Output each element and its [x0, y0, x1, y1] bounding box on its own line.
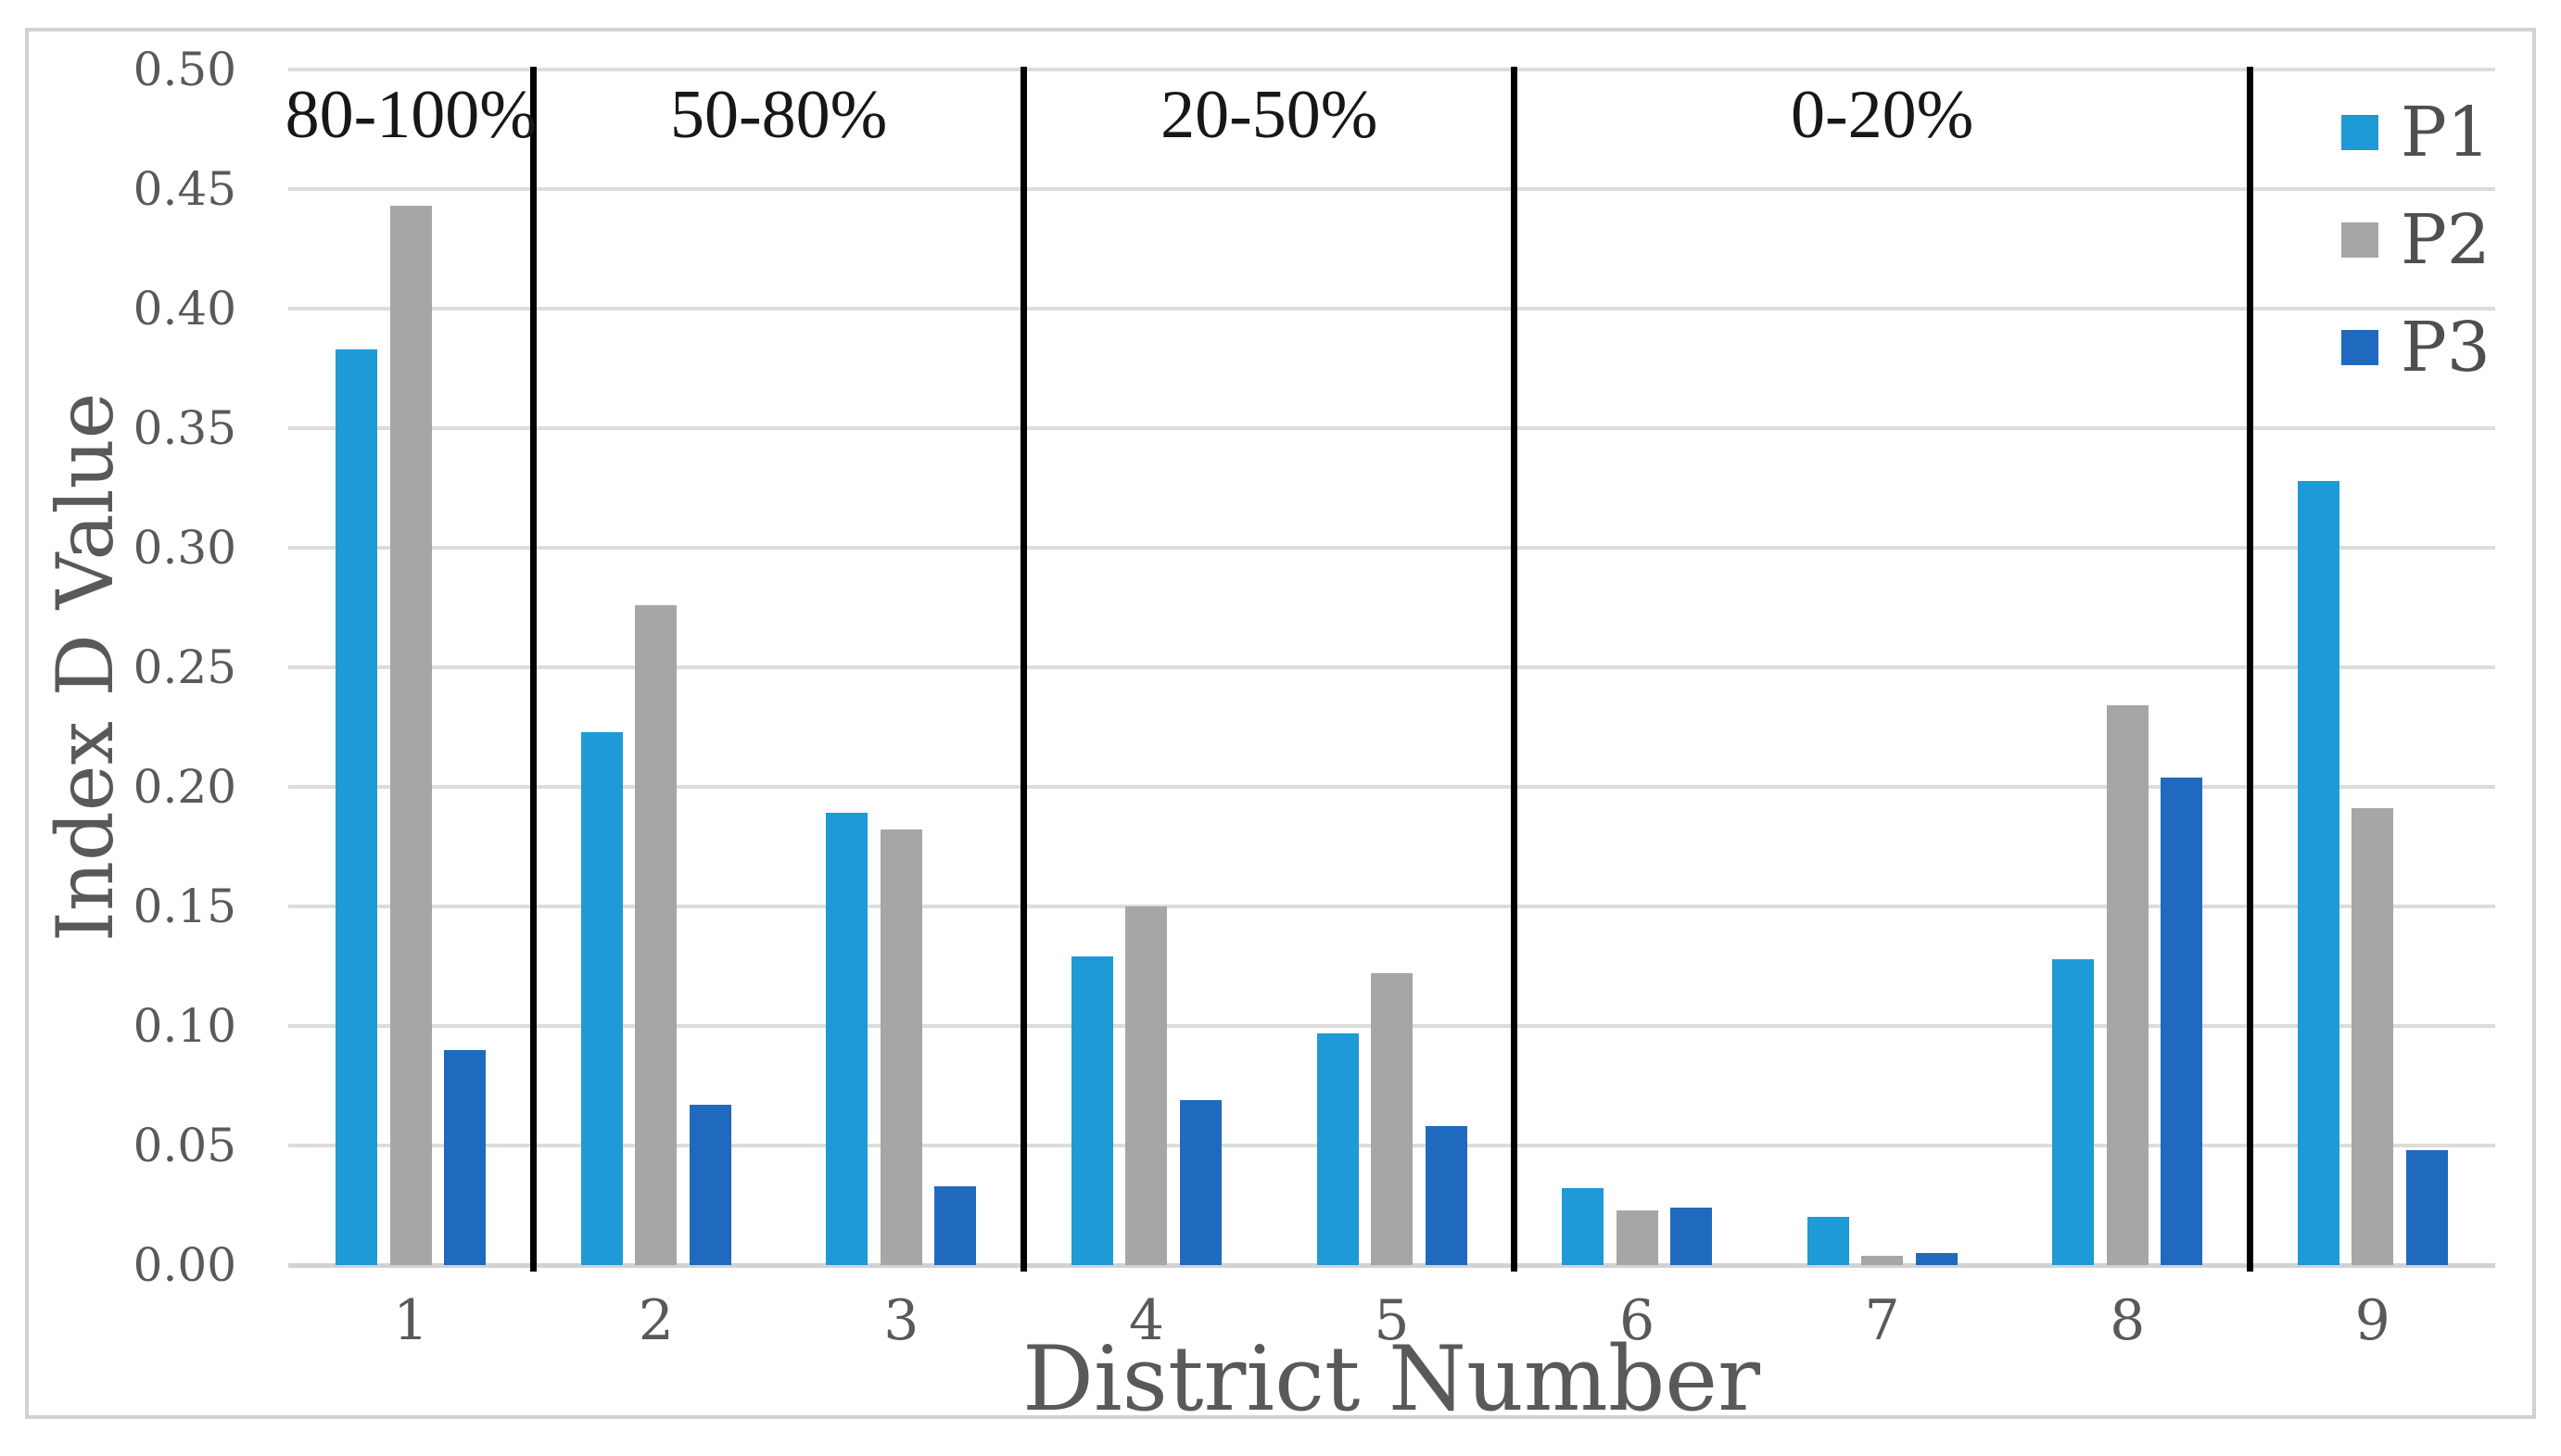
section-label: 20-50%	[1160, 77, 1378, 153]
legend-swatch-p3	[2341, 330, 2378, 365]
x-tick-label: 7	[1864, 1288, 1900, 1353]
section-separator	[2246, 67, 2253, 1272]
x-tick-label: 5	[1374, 1288, 1410, 1353]
gridline	[288, 187, 2495, 191]
x-tick-label: 2	[638, 1288, 674, 1353]
bar-p2-district-6	[1616, 1209, 1658, 1265]
bar-p3-district-4	[1179, 1099, 1222, 1265]
y-tick-label: 0.25	[133, 640, 236, 694]
y-tick-label: 0.00	[133, 1238, 236, 1292]
legend-label-p3: P3	[2401, 308, 2491, 387]
bar-p2-district-4	[1125, 906, 1168, 1265]
bar-p2-district-8	[2106, 705, 2149, 1265]
gridline	[288, 905, 2495, 908]
gridline	[288, 68, 2495, 71]
bar-p1-district-3	[826, 813, 868, 1265]
bar-p3-district-5	[1425, 1126, 1467, 1265]
section-label: 80-100%	[285, 77, 537, 153]
x-tick-label: 3	[883, 1288, 919, 1353]
bar-p2-district-7	[1861, 1255, 1904, 1265]
legend-swatch-p2	[2341, 222, 2378, 258]
x-axis-title: District Number	[1022, 1327, 1760, 1431]
bar-p3-district-9	[2405, 1150, 2448, 1265]
gridline	[288, 785, 2495, 789]
y-tick-label: 0.45	[133, 162, 236, 216]
y-tick-label: 0.20	[133, 760, 236, 814]
bar-p3-district-2	[689, 1105, 731, 1265]
y-axis-title: Index D Value	[40, 392, 131, 943]
y-tick-label: 0.50	[133, 43, 236, 96]
bar-p1-district-4	[1071, 956, 1113, 1265]
bar-p2-district-1	[389, 206, 432, 1265]
bar-p1-district-2	[580, 731, 623, 1265]
x-tick-label: 6	[1618, 1288, 1655, 1353]
x-tick-label: 9	[2354, 1288, 2390, 1353]
bar-p1-district-5	[1316, 1032, 1359, 1265]
x-tick-label: 1	[393, 1288, 429, 1353]
y-tick-label: 0.15	[133, 880, 236, 933]
bar-p1-district-8	[2052, 958, 2095, 1265]
gridline	[288, 307, 2495, 310]
y-tick-label: 0.05	[133, 1119, 236, 1172]
section-label: 50-80%	[669, 77, 888, 153]
bar-p1-district-1	[336, 348, 378, 1265]
gridline	[288, 426, 2495, 430]
y-tick-label: 0.30	[133, 521, 236, 575]
section-separator	[1511, 67, 1518, 1272]
section-separator	[530, 67, 538, 1272]
y-tick-label: 0.35	[133, 401, 236, 455]
bar-p3-district-7	[1915, 1253, 1958, 1265]
bar-p2-district-2	[635, 604, 678, 1265]
y-tick-label: 0.40	[133, 282, 236, 336]
bar-p1-district-7	[1807, 1217, 1849, 1265]
legend-swatch-p1	[2341, 115, 2378, 150]
legend-label-p2: P2	[2401, 200, 2491, 280]
bar-p3-district-3	[934, 1185, 977, 1265]
x-tick-label: 8	[2110, 1288, 2146, 1353]
section-separator	[1021, 67, 1028, 1272]
gridline	[288, 665, 2495, 669]
bar-p1-district-6	[1562, 1188, 1604, 1265]
bar-p3-district-6	[1670, 1208, 1713, 1265]
bar-p2-district-3	[880, 829, 922, 1265]
bar-p1-district-9	[2297, 480, 2339, 1265]
bar-p2-district-9	[2352, 808, 2394, 1265]
bar-p3-district-8	[2161, 777, 2203, 1265]
x-tick-label: 4	[1128, 1288, 1165, 1353]
section-label: 0-20%	[1790, 77, 1974, 153]
bar-p2-district-5	[1371, 973, 1413, 1265]
gridline	[288, 546, 2495, 550]
y-tick-label: 0.10	[133, 999, 236, 1053]
bar-p3-district-1	[444, 1049, 487, 1265]
legend-label-p1: P1	[2401, 93, 2491, 172]
x-axis-line	[288, 1263, 2495, 1268]
